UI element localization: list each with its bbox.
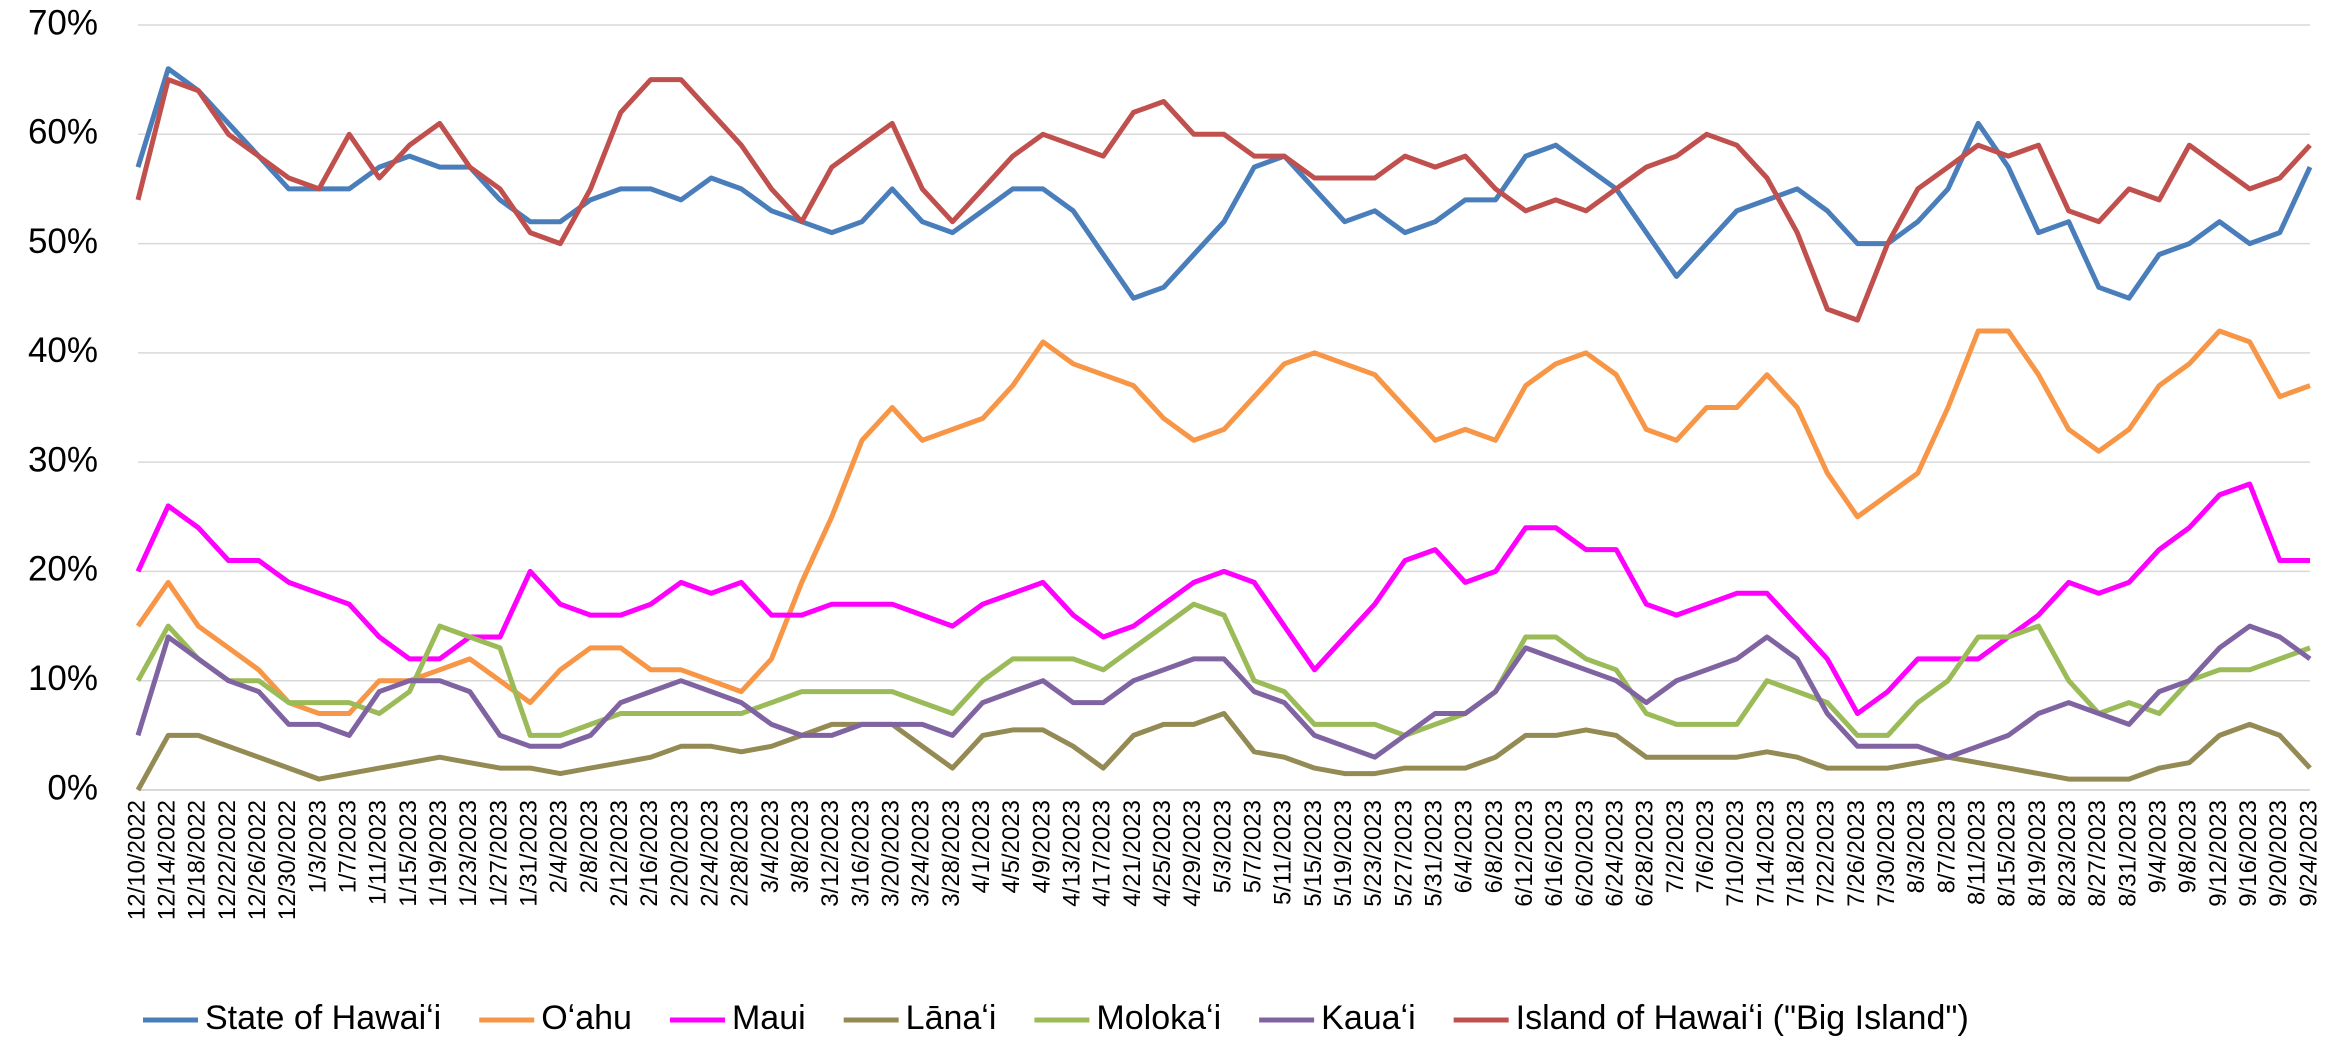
legend-label: Lānaʻi xyxy=(906,999,997,1037)
x-tick-label: 3/24/2023 xyxy=(908,800,935,907)
x-tick-label: 5/31/2023 xyxy=(1421,800,1448,907)
x-tick-label: 4/17/2023 xyxy=(1089,800,1116,907)
x-tick-label: 2/8/2023 xyxy=(576,800,603,893)
x-tick-label: 9/8/2023 xyxy=(2175,800,2202,893)
x-tick-label: 1/19/2023 xyxy=(425,800,452,907)
x-tick-label: 1/7/2023 xyxy=(335,800,362,893)
series-line xyxy=(135,328,2311,716)
x-tick-label: 6/24/2023 xyxy=(1602,800,1629,907)
x-tick-label: 5/3/2023 xyxy=(1209,800,1236,893)
legend-label: Kauaʻi xyxy=(1321,999,1416,1037)
x-tick-label: 2/20/2023 xyxy=(666,800,693,907)
x-tick-label: 4/5/2023 xyxy=(998,800,1025,893)
x-tick-label: 2/16/2023 xyxy=(636,800,663,907)
x-tick-label: 1/3/2023 xyxy=(304,800,331,893)
series-line xyxy=(135,481,2310,716)
x-tick-label: 6/20/2023 xyxy=(1571,800,1598,907)
y-tick-label: 0% xyxy=(47,768,98,807)
x-tick-label: 9/20/2023 xyxy=(2265,800,2292,907)
y-tick-label: 40% xyxy=(28,331,98,370)
x-tick-label: 8/7/2023 xyxy=(1933,800,1960,893)
x-tick-label: 12/18/2022 xyxy=(184,800,211,920)
x-tick-label: 4/13/2023 xyxy=(1059,800,1086,907)
x-tick-label: 1/23/2023 xyxy=(455,800,482,907)
x-tick-label: 12/14/2022 xyxy=(154,800,181,920)
series-line xyxy=(135,623,2312,760)
x-tick-label: 3/8/2023 xyxy=(787,800,814,893)
x-tick-label: 7/2/2023 xyxy=(1662,800,1689,893)
x-tick-label: 8/23/2023 xyxy=(2054,800,2081,907)
x-tick-label: 12/10/2022 xyxy=(123,800,150,920)
x-tick-label: 4/29/2023 xyxy=(1179,800,1206,907)
y-tick-label: 30% xyxy=(28,440,98,479)
x-tick-label: 5/23/2023 xyxy=(1360,800,1387,907)
x-tick-label: 6/28/2023 xyxy=(1632,800,1659,907)
x-tick-label: 7/6/2023 xyxy=(1692,800,1719,893)
x-tick-label: 9/16/2023 xyxy=(2235,800,2262,907)
x-tick-label: 7/30/2023 xyxy=(1873,800,1900,907)
x-tick-label: 5/11/2023 xyxy=(1270,800,1297,905)
x-tick-label: 4/25/2023 xyxy=(1149,800,1176,907)
x-tick-label: 9/24/2023 xyxy=(2295,800,2322,907)
x-tick-label: 7/10/2023 xyxy=(1722,800,1749,907)
x-tick-label: 5/7/2023 xyxy=(1240,800,1267,893)
x-tick-label: 3/28/2023 xyxy=(938,800,965,907)
x-tick-label: 1/27/2023 xyxy=(485,800,512,907)
y-tick-label: 50% xyxy=(28,222,98,261)
x-tick-label: 4/1/2023 xyxy=(968,800,995,893)
x-tick-label: 2/12/2023 xyxy=(606,800,633,907)
x-tick-label: 3/16/2023 xyxy=(847,800,874,907)
x-tick-label: 8/27/2023 xyxy=(2084,800,2111,907)
y-tick-label: 70% xyxy=(28,3,98,42)
x-tick-label: 8/3/2023 xyxy=(1903,800,1930,893)
x-tick-label: 5/27/2023 xyxy=(1390,800,1417,907)
x-tick-label: 3/20/2023 xyxy=(878,800,905,907)
legend-label: Molokaʻi xyxy=(1096,999,1221,1037)
y-tick-label: 10% xyxy=(28,659,98,698)
legend-label: State of Hawaiʻi xyxy=(205,999,441,1037)
x-tick-label: 4/9/2023 xyxy=(1028,800,1055,893)
x-tick-label: 7/26/2023 xyxy=(1843,800,1870,907)
x-tick-label: 8/11/2023 xyxy=(1964,800,1991,905)
legend-label: Island of Hawaiʻi ("Big Island") xyxy=(1516,999,1969,1037)
legend-label: Oʻahu xyxy=(541,999,632,1037)
x-tick-label: 2/4/2023 xyxy=(546,800,573,893)
x-tick-label: 1/15/2023 xyxy=(395,800,422,907)
x-tick-label: 7/22/2023 xyxy=(1813,800,1840,907)
x-tick-label: 12/22/2022 xyxy=(214,800,241,920)
x-tick-label: 6/12/2023 xyxy=(1511,800,1538,907)
x-tick-label: 8/19/2023 xyxy=(2024,800,2051,907)
x-tick-label: 7/14/2023 xyxy=(1752,800,1779,907)
series-line xyxy=(135,711,2312,792)
x-tick-label: 3/12/2023 xyxy=(817,800,844,907)
x-tick-label: 7/18/2023 xyxy=(1783,800,1810,907)
x-tick-label: 8/15/2023 xyxy=(1994,800,2021,907)
x-tick-label: 9/4/2023 xyxy=(2145,800,2172,893)
x-tick-label: 12/26/2022 xyxy=(244,800,271,920)
x-tick-label: 6/16/2023 xyxy=(1541,800,1568,907)
x-tick-label: 12/30/2022 xyxy=(274,800,301,920)
series-line xyxy=(135,601,2311,738)
x-tick-label: 4/21/2023 xyxy=(1119,800,1146,907)
x-tick-label: 6/4/2023 xyxy=(1451,800,1478,893)
x-tick-label: 5/15/2023 xyxy=(1300,800,1327,907)
series-line xyxy=(135,77,2312,323)
x-tick-label: 2/24/2023 xyxy=(697,800,724,907)
x-tick-label: 6/8/2023 xyxy=(1481,800,1508,893)
series-line xyxy=(135,66,2313,301)
y-tick-label: 20% xyxy=(28,550,98,589)
legend-label: Maui xyxy=(732,999,806,1037)
x-tick-label: 9/12/2023 xyxy=(2205,800,2232,907)
x-tick-label: 2/28/2023 xyxy=(727,800,754,907)
x-tick-label: 8/31/2023 xyxy=(2114,800,2141,907)
x-tick-label: 1/11/2023 xyxy=(365,800,392,905)
x-tick-label: 5/19/2023 xyxy=(1330,800,1357,907)
x-tick-label: 3/4/2023 xyxy=(757,800,784,893)
y-tick-label: 60% xyxy=(28,113,98,152)
x-tick-label: 1/31/2023 xyxy=(516,800,543,907)
